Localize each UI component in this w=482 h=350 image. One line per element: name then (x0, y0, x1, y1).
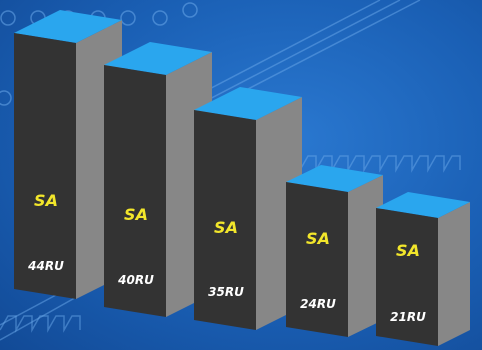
brand-label: SA (396, 241, 420, 260)
rack-top (14, 10, 122, 43)
brand-label: SA (124, 205, 148, 224)
brand-label: SA (34, 191, 58, 210)
rack-front (194, 110, 256, 330)
rack-top (286, 165, 383, 192)
rack-side (438, 202, 470, 346)
rack-35: SA 35RU (194, 87, 302, 330)
brand-label: SA (214, 218, 238, 237)
rack-front (104, 65, 166, 317)
rack-size-label: 35RU (208, 285, 244, 299)
rack-size-label: 44RU (27, 259, 64, 273)
rack-side (348, 175, 383, 337)
brand-label: SA (306, 229, 330, 248)
rack-21: SA 21RU (376, 192, 470, 346)
rack-size-label: 21RU (390, 310, 426, 324)
rack-front (376, 208, 438, 346)
rack-size-label: 40RU (117, 273, 154, 287)
rack-size-label: 24RU (300, 297, 336, 311)
rack-24: SA 24RU (286, 165, 383, 337)
rack-front (14, 33, 76, 299)
rack-top (104, 42, 212, 75)
rack-front (286, 182, 348, 337)
rack-top (376, 192, 470, 218)
decor-zigzag (0, 155, 461, 333)
rack-top (194, 87, 302, 120)
